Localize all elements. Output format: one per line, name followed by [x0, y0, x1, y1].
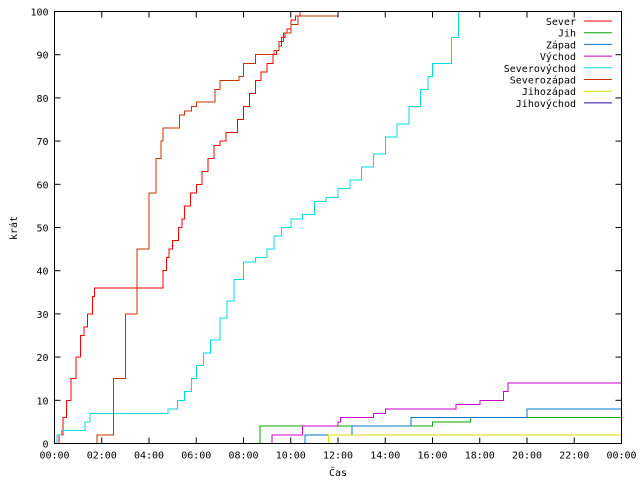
x-tick-label: 02:00: [87, 451, 117, 462]
legend-item: Západ: [546, 39, 612, 51]
x-tick-label: 06:00: [181, 451, 211, 462]
legend-item: Severovýchod: [504, 63, 612, 75]
x-tick-label: 14:00: [370, 451, 400, 462]
y-tick-label: 10: [36, 396, 48, 407]
legend-label: Severovýchod: [504, 63, 576, 75]
x-tick-label: 18:00: [465, 451, 495, 462]
series-line-vychod: [54, 382, 622, 444]
legend-label: Sever: [546, 17, 576, 28]
legend-label: Východ: [540, 51, 576, 63]
series-line-severovychod: [54, 11, 459, 444]
y-tick-label: 50: [36, 224, 48, 235]
y-tick-label: 100: [30, 8, 48, 19]
y-tick-label: 30: [36, 310, 48, 321]
legend-label: Jihovýchod: [516, 98, 576, 110]
legend-label: Západ: [546, 39, 576, 51]
legend-item: Severozápad: [510, 75, 612, 87]
series-line-severozapad: [54, 15, 338, 444]
x-tick-label: 12:00: [323, 451, 353, 462]
x-tick-label: 22:00: [559, 451, 589, 462]
x-tick-label: 10:00: [276, 451, 306, 462]
series-line-zapad: [54, 408, 622, 444]
y-tick-label: 70: [36, 137, 48, 148]
x-tick-label: 08:00: [228, 451, 258, 462]
x-tick-label: 00:00: [606, 451, 636, 462]
x-axis: 00:00 02:00 04:00 06:00 08:00 10:00 12:00 14:00…: [39, 11, 637, 462]
x-tick-label: 20:00: [512, 451, 542, 462]
y-tick-label: 0: [42, 440, 48, 451]
legend-item: Sever: [546, 17, 612, 28]
y-axis: 0 10 20 30 40 50 60 70 80 90 100: [30, 8, 622, 451]
x-tick-label: 16:00: [417, 451, 447, 462]
legend: SeverJihZápadVýchodSeverovýchodSeverozáp…: [504, 17, 612, 110]
y-tick-label: 60: [36, 180, 48, 191]
legend-item: Jihovýchod: [516, 98, 612, 110]
y-axis-title: krát: [8, 216, 20, 240]
legend-item: Jih: [558, 29, 612, 40]
legend-label: Jihozápad: [522, 86, 576, 98]
x-axis-title: Čas: [329, 466, 347, 479]
legend-item: Východ: [540, 51, 612, 63]
y-tick-label: 40: [36, 267, 48, 278]
legend-label: Jih: [558, 29, 576, 40]
legend-item: Jihozápad: [522, 86, 612, 98]
y-tick-label: 80: [36, 94, 48, 105]
y-tick-label: 90: [36, 51, 48, 62]
x-tick-label: 00:00: [39, 451, 69, 462]
y-tick-label: 20: [36, 353, 48, 364]
legend-label: Severozápad: [510, 75, 576, 87]
series-line-sever: [54, 11, 303, 444]
x-tick-label: 04:00: [134, 451, 164, 462]
